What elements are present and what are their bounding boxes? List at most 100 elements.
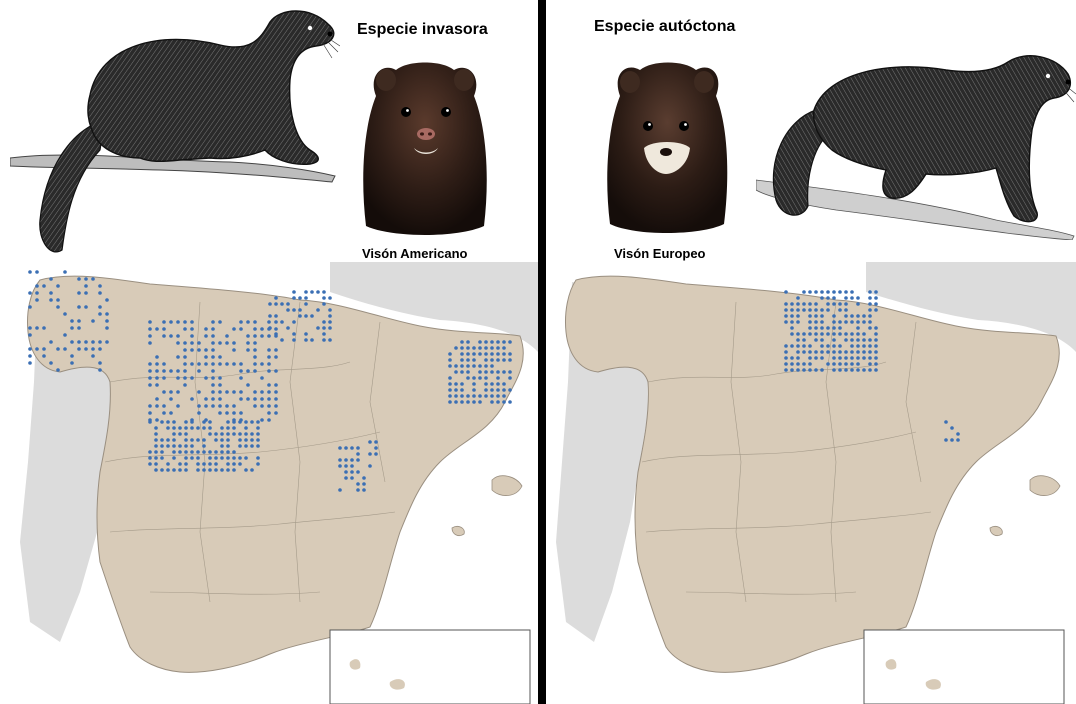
distribution-dot <box>211 362 215 366</box>
native-species-panel: Especie autóctona Visón Europeo <box>546 0 1076 704</box>
distribution-dot <box>796 362 800 366</box>
distribution-dot <box>256 462 260 466</box>
distribution-dot <box>856 368 860 372</box>
distribution-dot <box>502 388 506 392</box>
distribution-dot <box>148 462 152 466</box>
distribution-dot <box>204 327 208 331</box>
distribution-dot <box>802 290 806 294</box>
distribution-dot <box>844 302 848 306</box>
distribution-dot <box>70 326 74 330</box>
distribution-dot <box>844 362 848 366</box>
distribution-dot <box>218 390 222 394</box>
distribution-dot <box>344 446 348 450</box>
distribution-dot <box>155 383 159 387</box>
distribution-dot <box>496 376 500 380</box>
distribution-dot <box>148 456 152 460</box>
distribution-dot <box>814 326 818 330</box>
distribution-dot <box>190 341 194 345</box>
distribution-dot <box>496 400 500 404</box>
distribution-dot <box>250 468 254 472</box>
distribution-dot <box>226 468 230 472</box>
distribution-dot <box>460 382 464 386</box>
distribution-dot <box>267 397 271 401</box>
distribution-dot <box>225 411 229 415</box>
distribution-dot <box>208 450 212 454</box>
canary-island <box>349 659 361 670</box>
distribution-dot <box>267 404 271 408</box>
distribution-dot <box>196 426 200 430</box>
distribution-dot <box>322 338 326 342</box>
distribution-dot <box>328 308 332 312</box>
distribution-dot <box>166 468 170 472</box>
distribution-dot <box>368 464 372 468</box>
distribution-dot <box>874 344 878 348</box>
distribution-dot <box>220 444 224 448</box>
distribution-dot <box>460 388 464 392</box>
distribution-dot <box>204 334 208 338</box>
distribution-dot <box>868 290 872 294</box>
distribution-dot <box>49 340 53 344</box>
distribution-dot <box>239 327 243 331</box>
distribution-dot <box>220 456 224 460</box>
distribution-dot <box>292 332 296 336</box>
distribution-dot <box>190 327 194 331</box>
distribution-dot <box>874 338 878 342</box>
canary-islands-inset <box>863 629 1065 704</box>
distribution-dot <box>148 341 152 345</box>
distribution-dot <box>211 397 215 401</box>
distribution-dot <box>274 327 278 331</box>
distribution-dot <box>496 340 500 344</box>
distribution-dot <box>274 314 278 318</box>
distribution-dot <box>244 420 248 424</box>
distribution-dot <box>253 404 257 408</box>
distribution-dot <box>856 326 860 330</box>
distribution-dot <box>338 446 342 450</box>
distribution-dot <box>169 397 173 401</box>
distribution-dot <box>304 290 308 294</box>
distribution-dot <box>832 356 836 360</box>
distribution-dot <box>478 370 482 374</box>
distribution-dot <box>211 320 215 324</box>
distribution-dot <box>490 358 494 362</box>
distribution-dot <box>350 470 354 474</box>
distribution-dot <box>178 462 182 466</box>
distribution-dot <box>148 362 152 366</box>
distribution-dot <box>226 450 230 454</box>
distribution-dot <box>814 332 818 336</box>
distribution-dot <box>56 298 60 302</box>
distribution-dot <box>832 350 836 354</box>
distribution-dot <box>84 291 88 295</box>
distribution-dot <box>944 420 948 424</box>
distribution-dot <box>796 368 800 372</box>
province-boundaries <box>104 301 396 603</box>
distribution-dot <box>460 346 464 350</box>
distribution-dot <box>808 362 812 366</box>
distribution-dot <box>466 346 470 350</box>
distribution-dot <box>484 358 488 362</box>
distribution-dot <box>155 327 159 331</box>
distribution-dot <box>256 432 260 436</box>
distribution-dot <box>838 368 842 372</box>
distribution-dot <box>856 344 860 348</box>
distribution-dot <box>148 383 152 387</box>
distribution-dot <box>508 352 512 356</box>
distribution-dot <box>244 426 248 430</box>
distribution-dot <box>77 340 81 344</box>
distribution-dot <box>154 450 158 454</box>
distribution-dot <box>478 352 482 356</box>
distribution-dot <box>316 290 320 294</box>
distribution-dot <box>814 338 818 342</box>
canary-island <box>925 679 941 690</box>
distribution-dot <box>184 456 188 460</box>
distribution-dot <box>84 284 88 288</box>
distribution-dot <box>466 376 470 380</box>
distribution-dot <box>160 420 164 424</box>
distribution-dot <box>838 350 842 354</box>
distribution-dot <box>502 346 506 350</box>
american-mink-caption: Visón Americano <box>362 246 468 261</box>
distribution-dot <box>802 362 806 366</box>
distribution-dot <box>814 308 818 312</box>
distribution-dot <box>169 369 173 373</box>
distribution-dot <box>820 296 824 300</box>
distribution-dot <box>183 369 187 373</box>
